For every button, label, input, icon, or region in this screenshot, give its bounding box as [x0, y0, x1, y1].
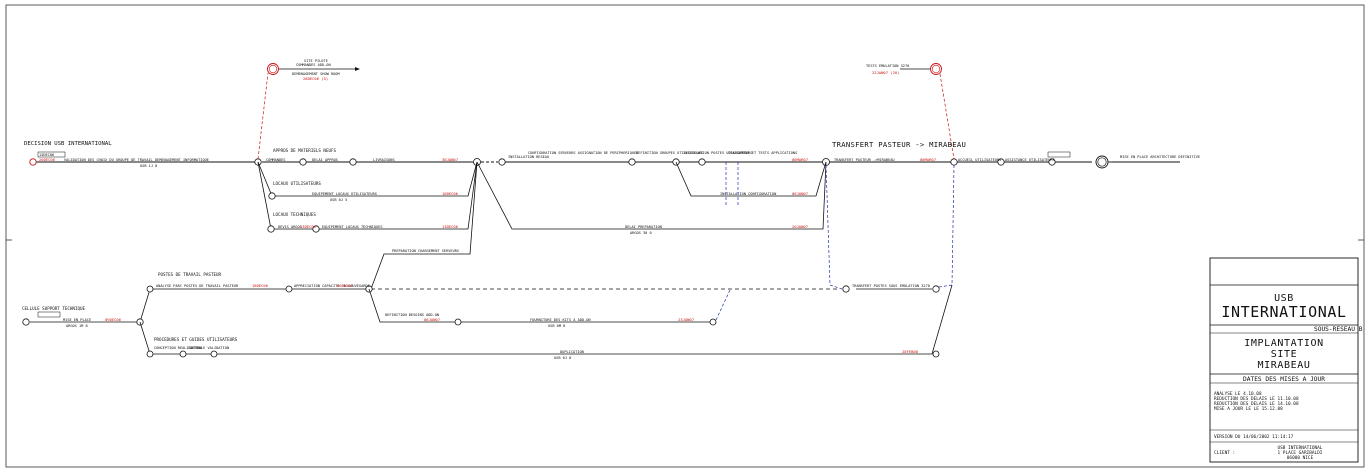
tb-title-3: MIRABEAU	[1258, 360, 1311, 371]
activity-definition: DEFINITION GROUPES UTILISATEURS	[636, 151, 703, 155]
activity-controle: CONTROLE VALIDATION	[188, 346, 229, 350]
site-pilote-date: 28DEC06 (5)	[303, 76, 328, 81]
section-transfert: TRANSFERT PASTEUR -> MIRABEAU	[832, 140, 966, 149]
fourniture-date: 23JAN07	[678, 317, 694, 322]
start-date-red: 20DEC06	[39, 157, 56, 162]
start-node	[29, 158, 37, 166]
site-pilote-line-2: COMMANDES ADD-ON	[296, 63, 331, 67]
activity-accueil: ACCUEIL UTILISATEURS	[958, 158, 1001, 162]
activity-equipement-util-res: USB 0J 5	[330, 198, 347, 202]
chargement-date: 06MAR07	[792, 157, 808, 162]
activity-delai-prep: DELAI PREPARATION	[625, 225, 662, 229]
activity-equipement-util: EQUIPEMENT LOCAUX UTILISATEURS	[312, 192, 377, 196]
tb-version: VERSION DU 14/06/2002 11:14:17	[1214, 434, 1294, 440]
definition-besoins-date: 06JAN07	[424, 317, 440, 322]
activity-validation: VALIDATION DES CHOIX DU GROUPE DE TRAVAI…	[64, 158, 209, 162]
activity-equipement-tech: EQUIPEMENT LOCAUX TECHNIQUES	[322, 225, 383, 229]
duplication-date: 28FEB08	[902, 349, 919, 354]
activity-config-serveurs: CONFIGURATION SERVEURS ASSIGNATION DE PE…	[528, 151, 638, 155]
mise-en-place-date: 09DEC06	[105, 317, 122, 322]
activity-installation-config: INSTALLATION CONFIGURATION	[720, 192, 776, 196]
activity-mise-en-place-res: ARGOS 1M 8	[66, 324, 88, 328]
activity-duplication: DUPLICATION	[560, 350, 584, 354]
livraisons-date: 30JAN07	[442, 157, 458, 162]
activity-delai-prep-res: ARGOS 30 0	[630, 231, 652, 235]
activity-delai-appros: DELAI APPROS	[312, 158, 338, 162]
tb-sous-reseau: SOUS-RESEAU B	[1314, 326, 1363, 333]
tb-client-label: CLIENT :	[1214, 450, 1235, 456]
section-procedures: PROCEDURES ET GUIDES UTILISATEURS	[154, 337, 238, 342]
activity-installation-postes: INSTALLATION POSTES UTILISATEURS	[683, 151, 752, 155]
activity-definition-besoins: DEFINITION BESOINS ADD-ON	[385, 313, 439, 317]
activity-analyse-parc: ANALYSE PARC POSTES DE TRAVAIL PASTEUR	[156, 284, 239, 288]
activity-appreciation: APPRECIATION CAPACITE DE SAUVEGARDE	[294, 284, 370, 288]
tb-title-1: IMPLANTATION	[1244, 338, 1323, 349]
section-decision: DECISION USB INTERNATIONAL	[24, 141, 112, 147]
sheet-border	[5, 4, 1365, 468]
section-locaux-tech: LOCAUX TECHNIQUES	[273, 212, 316, 217]
tb-update-3: REDUCTION DES DELAIS LE 14.10.08	[1214, 401, 1299, 407]
activity-duplication-res: USB 0J 8	[554, 356, 571, 360]
tb-update-2: REDUCTION DES DELAIS LE 11.10.08	[1214, 396, 1299, 402]
tb-company2: INTERNATIONAL	[1221, 303, 1346, 321]
site-pilote-line-1: SITE PILOTE	[304, 59, 328, 63]
section-postes: POSTES DE TRAVAIL PASTEUR	[158, 272, 222, 277]
installation-config-date: 06JAN07	[792, 191, 808, 196]
tests-date: 22JAN07 (20)	[872, 70, 899, 75]
tb-dates-header: DATES DES MISES A JOUR	[1243, 376, 1325, 383]
activity-conception: CONCEPTION REALISATION	[154, 346, 202, 350]
activity-installation-reseau: INSTALLATION RESEAU	[508, 155, 549, 159]
equipement-tech-date: 13DEC06	[442, 224, 459, 229]
activity-mise-en-place-archi: MISE EN PLACE ARCHITECTURE DEFINITIVE	[1120, 155, 1200, 159]
tb-update-4: MISE A JOUR LE LE 15.12.08	[1214, 406, 1283, 412]
activity-devis: DEVIS ARGOS	[278, 225, 302, 229]
tb-client-2: 1 PLACE GARIBALDI	[1278, 450, 1323, 456]
activity-mise-en-place: MISE EN PLACE	[63, 318, 91, 322]
activity-fourniture: FOURNITURE DES KITS A ADD-ON	[530, 318, 591, 322]
activity-assistance: ASSISTANCE UTILISATEURS	[1005, 158, 1055, 162]
tb-client-3: 06000 NICE	[1287, 455, 1314, 461]
appreciation-date: 06JAN07	[337, 283, 353, 288]
tests-label: TESTS EMULATION 3270	[866, 64, 909, 68]
activity-transfert-bas: TRANSFERT POSTES SOUS EMULATION 3270	[852, 284, 930, 288]
tb-title-2: SITE	[1271, 349, 1297, 360]
transfert-date: 08MAR07	[920, 157, 936, 162]
cellule-start-node	[22, 318, 30, 326]
activity-livraisons: LIVRAISONS	[373, 158, 395, 162]
activity-preparation: PREPARATION CHARGEMENT SERVEURS	[392, 249, 459, 253]
section-appros: APPROS DE MATERIELS NEUFS	[273, 148, 337, 153]
devis-date: 13DEC06	[300, 224, 317, 229]
activity-validation-res: USB 1J 8	[140, 164, 157, 168]
start-date-box: 13DEC06	[39, 153, 54, 157]
section-cellule: CELLULE SUPPORT TECHNIQUE	[22, 306, 86, 311]
activity-chargement: CHARGEMENT ET TESTS APPLICATIONS	[728, 151, 797, 155]
tb-client-1: USB INTERNATIONAL	[1278, 445, 1323, 451]
activity-commandes: COMMANDES	[266, 158, 285, 162]
activity-transfert: TRANSFERT PASTEUR ->MIRABEAU	[834, 158, 895, 162]
tb-company: USB	[1274, 293, 1294, 304]
delai-prep-date: 20JAN07	[792, 224, 808, 229]
title-block: USB INTERNATIONAL SOUS-RESEAU B IMPLANTA…	[1209, 257, 1363, 463]
site-pilote-line-3: DEMENAGEMENT SHOW ROOM	[292, 72, 340, 76]
equipement-util-date: 10DEC06	[442, 191, 459, 196]
activity-fourniture-res: USB 0M 8	[548, 324, 565, 328]
tb-update-1: ANALYSE LE 4.10.08	[1214, 391, 1262, 397]
section-locaux-util: LOCAUX UTILISATEURS	[273, 181, 321, 186]
analyse-date: 18DEC06	[252, 283, 269, 288]
